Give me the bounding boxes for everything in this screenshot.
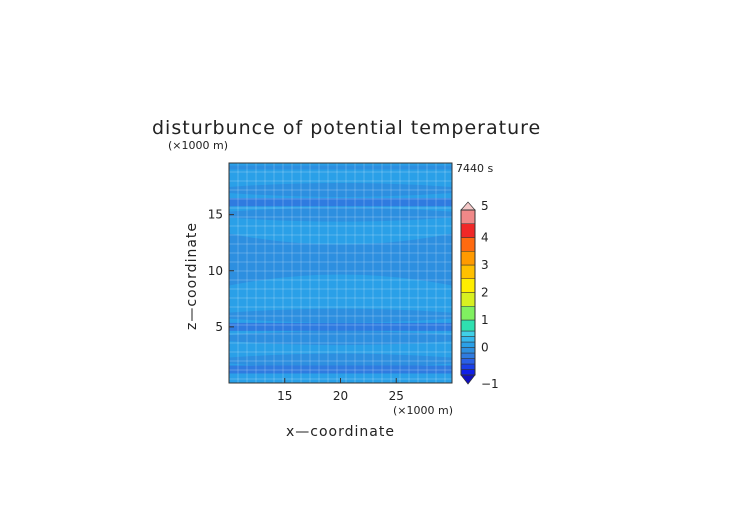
x-axis-label: x—coordinate (286, 424, 395, 440)
colorbar: 5 4 3 2 1 0 −1 (460, 199, 499, 391)
field-band (229, 207, 452, 222)
y-unit-label: (×1000 m) (168, 139, 228, 152)
field-band (229, 353, 452, 368)
colorbar-level (460, 223, 476, 238)
colorbar-level (460, 330, 476, 337)
colorbar-level (460, 264, 476, 279)
time-label: 7440 s (456, 162, 493, 175)
plot-area (229, 163, 452, 383)
colorbar-over-arrow (460, 201, 476, 211)
field-band (229, 365, 452, 374)
field-band (229, 198, 452, 207)
field-band (229, 233, 452, 286)
colorbar-level (460, 363, 476, 370)
colorbar-level (460, 251, 476, 266)
colorbar-tick-label: −1 (481, 377, 499, 391)
colorbar-tick-label: 1 (481, 313, 489, 327)
colorbar-level (460, 278, 476, 293)
colorbar-tick-label: 3 (481, 258, 489, 272)
chart-title: disturbunce of potential temperature (152, 117, 541, 139)
y-tick-label: 10 (208, 264, 223, 278)
colorbar-level (460, 237, 476, 252)
colorbar-level (460, 358, 476, 365)
colorbar-tick-label: 4 (481, 231, 489, 245)
colorbar-level (460, 347, 476, 354)
x-axis-ticks: 15 20 25 (277, 378, 404, 403)
colorbar-level (460, 319, 476, 332)
field-band (229, 308, 452, 323)
y-tick-label: 15 (208, 208, 223, 222)
colorbar-tick-label: 2 (481, 286, 489, 300)
x-unit-label: (×1000 m) (393, 404, 453, 417)
colorbar-level (460, 369, 476, 376)
field-band (229, 331, 452, 346)
field-band (229, 322, 452, 331)
colorbar-tick-label: 5 (481, 199, 489, 213)
y-tick-label: 5 (215, 320, 223, 334)
field-band (229, 182, 452, 197)
y-axis-label: z—coordinate (184, 222, 200, 330)
colorbar-level (460, 292, 476, 307)
colorbar-level (460, 336, 476, 343)
x-tick-label: 25 (389, 389, 404, 403)
colorbar-tick-label: 0 (481, 341, 489, 355)
colorbar-frame (460, 209, 476, 376)
grid-lines (229, 163, 452, 383)
colorbar-level (460, 352, 476, 359)
colorbar-under-arrow (460, 374, 476, 385)
y-axis-ticks: 5 10 15 (208, 208, 234, 334)
x-tick-label: 20 (333, 389, 348, 403)
colorbar-level (460, 209, 476, 224)
field-band (229, 165, 452, 170)
x-tick-label: 15 (277, 389, 292, 403)
colorbar-level (460, 306, 476, 321)
colorbar-level (460, 341, 476, 348)
